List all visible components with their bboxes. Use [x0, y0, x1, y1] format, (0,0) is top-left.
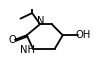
Text: O: O	[8, 35, 16, 45]
Text: OH: OH	[75, 30, 90, 40]
Text: N: N	[37, 16, 44, 26]
Text: NH: NH	[20, 45, 35, 55]
